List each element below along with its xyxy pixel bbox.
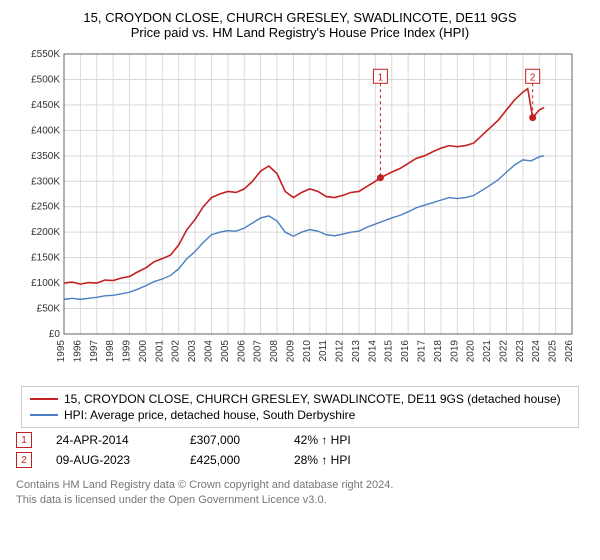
svg-text:£100K: £100K: [31, 278, 60, 289]
svg-text:£300K: £300K: [31, 176, 60, 187]
svg-text:2005: 2005: [220, 340, 231, 363]
sale-price: £307,000: [190, 433, 270, 447]
svg-text:2014: 2014: [367, 340, 378, 363]
svg-text:1998: 1998: [105, 340, 116, 363]
sale-marker-box: 1: [16, 432, 32, 448]
svg-text:2013: 2013: [351, 340, 362, 363]
svg-text:£150K: £150K: [31, 253, 60, 264]
svg-text:2001: 2001: [154, 340, 165, 363]
legend-swatch: [30, 414, 58, 416]
svg-text:2016: 2016: [400, 340, 411, 363]
svg-text:£50K: £50K: [37, 304, 61, 315]
svg-text:2007: 2007: [253, 340, 264, 363]
svg-text:2011: 2011: [318, 340, 329, 362]
legend: 15, CROYDON CLOSE, CHURCH GRESLEY, SWADL…: [21, 386, 579, 428]
chart: £0 £50K £100K £150K £200K £250K £300K £350K £400…: [20, 48, 580, 378]
sale-marker-box: 2: [16, 452, 32, 468]
svg-text:2021: 2021: [482, 340, 493, 363]
svg-text:2022: 2022: [498, 340, 509, 363]
svg-text:£500K: £500K: [31, 74, 60, 85]
title-subtitle: Price paid vs. HM Land Registry's House …: [10, 25, 590, 40]
svg-text:2026: 2026: [564, 340, 575, 363]
svg-text:2006: 2006: [236, 340, 247, 363]
sale-delta: 28% ↑ HPI: [294, 453, 384, 467]
svg-text:2008: 2008: [269, 340, 280, 363]
sale-price: £425,000: [190, 453, 270, 467]
footer-line-2: This data is licensed under the Open Gov…: [16, 493, 584, 508]
svg-text:2015: 2015: [384, 340, 395, 363]
svg-text:2000: 2000: [138, 340, 149, 363]
svg-text:2004: 2004: [203, 340, 214, 363]
sale-date: 09-AUG-2023: [56, 453, 166, 467]
legend-item: HPI: Average price, detached house, Sout…: [30, 407, 570, 423]
title-block: 15, CROYDON CLOSE, CHURCH GRESLEY, SWADL…: [10, 10, 590, 40]
svg-text:1997: 1997: [89, 340, 100, 363]
svg-text:£400K: £400K: [31, 125, 60, 136]
footer: Contains HM Land Registry data © Crown c…: [16, 478, 584, 508]
svg-text:£0: £0: [49, 329, 61, 340]
svg-text:2019: 2019: [449, 340, 460, 363]
legend-swatch: [30, 398, 58, 400]
legend-item: 15, CROYDON CLOSE, CHURCH GRESLEY, SWADL…: [30, 391, 570, 407]
svg-text:£450K: £450K: [31, 100, 60, 111]
svg-text:2017: 2017: [417, 340, 428, 363]
sale-row: 2 09-AUG-2023 £425,000 28% ↑ HPI: [10, 448, 590, 468]
sale-date: 24-APR-2014: [56, 433, 166, 447]
svg-text:2009: 2009: [285, 340, 296, 363]
svg-text:£250K: £250K: [31, 202, 60, 213]
svg-text:2012: 2012: [335, 340, 346, 363]
sale-row: 1 24-APR-2014 £307,000 42% ↑ HPI: [10, 428, 590, 448]
legend-label: HPI: Average price, detached house, Sout…: [64, 408, 355, 422]
svg-text:2: 2: [530, 72, 536, 83]
footer-line-1: Contains HM Land Registry data © Crown c…: [16, 478, 584, 493]
svg-text:2025: 2025: [548, 340, 559, 363]
legend-label: 15, CROYDON CLOSE, CHURCH GRESLEY, SWADL…: [64, 392, 561, 406]
svg-text:2024: 2024: [531, 340, 542, 363]
svg-text:2003: 2003: [187, 340, 198, 363]
svg-text:2020: 2020: [466, 340, 477, 363]
svg-text:£350K: £350K: [31, 151, 60, 162]
title-address: 15, CROYDON CLOSE, CHURCH GRESLEY, SWADL…: [10, 10, 590, 25]
svg-text:1: 1: [378, 72, 384, 83]
svg-text:2002: 2002: [171, 340, 182, 363]
svg-text:2010: 2010: [302, 340, 313, 363]
svg-text:2023: 2023: [515, 340, 526, 363]
svg-text:1996: 1996: [72, 340, 83, 363]
svg-text:1995: 1995: [56, 340, 67, 363]
svg-text:1999: 1999: [122, 340, 133, 363]
chart-svg: £0 £50K £100K £150K £200K £250K £300K £350K £400…: [20, 48, 580, 378]
svg-text:2018: 2018: [433, 340, 444, 363]
sales-table: 1 24-APR-2014 £307,000 42% ↑ HPI 2 09-AUG-202…: [10, 428, 590, 468]
svg-text:£200K: £200K: [31, 227, 60, 238]
sale-delta: 42% ↑ HPI: [294, 433, 384, 447]
svg-text:£550K: £550K: [31, 49, 60, 60]
